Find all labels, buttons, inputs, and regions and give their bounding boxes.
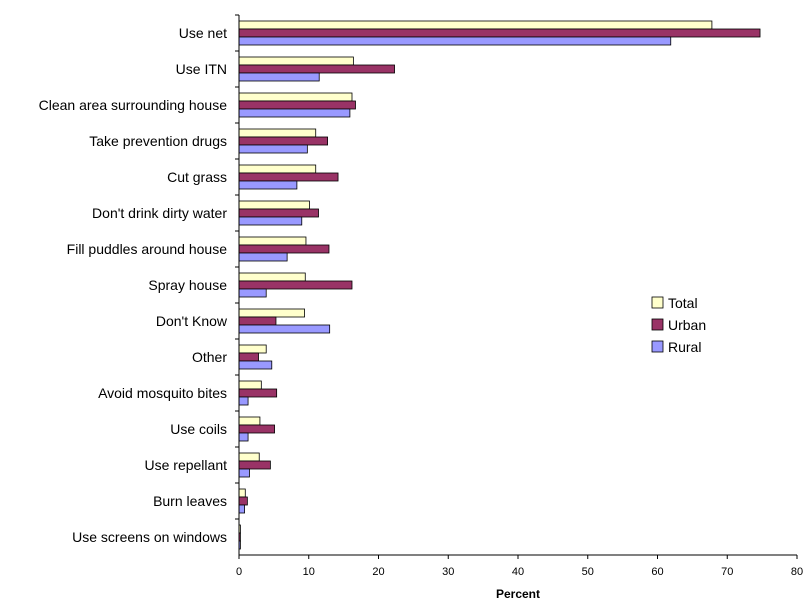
category-label: Other [192, 349, 227, 365]
category-label: Cut grass [167, 169, 227, 185]
bar-rural-use-coils [238, 432, 249, 442]
bar-urban-use-itn [238, 64, 395, 74]
x-tick-label: 50 [582, 566, 594, 578]
category-label: Don't Know [156, 313, 228, 329]
x-tick-label: 30 [442, 566, 454, 578]
bar-urban-use-repellant [238, 460, 271, 470]
bar-urban-fill-puddles-around-house [238, 244, 330, 254]
legend-swatch-total [651, 296, 664, 309]
bar-urban-take-prevention-drugs [238, 136, 328, 146]
category-label: Don't drink dirty water [92, 205, 227, 221]
bar-total-use-repellant [238, 452, 260, 462]
x-tick-label: 40 [512, 566, 524, 578]
x-axis-title: Percent [496, 587, 540, 601]
category-label: Fill puddles around house [67, 241, 228, 257]
bar-total-clean-area-surrounding-house [238, 92, 353, 102]
x-tick-label: 70 [721, 566, 733, 578]
bar-total-use-itn [238, 56, 354, 66]
category-labels: Use net Use ITN Clean area surrounding hou… [39, 25, 228, 545]
bar-urban-clean-area-surrounding-house [238, 100, 356, 110]
bar-urban-cut-grass [238, 172, 339, 182]
bar-total-cut-grass [238, 164, 317, 174]
category-label: Burn leaves [153, 493, 227, 509]
bar-total-burn-leaves [238, 488, 246, 498]
bar-urban-don-t-drink-dirty-water [238, 208, 319, 218]
bar-rural-take-prevention-drugs [238, 144, 308, 154]
category-label: Use ITN [176, 61, 227, 77]
bar-total-don-t-know [238, 308, 305, 318]
bar-rural-avoid-mosquito-bites [238, 396, 249, 406]
category-label: Use net [179, 25, 227, 41]
category-label: Spray house [148, 277, 227, 293]
bar-rural-use-repellant [238, 468, 250, 478]
bar-rural-fill-puddles-around-house [238, 252, 288, 262]
bar-total-fill-puddles-around-house [238, 236, 307, 246]
bar-rural-use-itn [238, 72, 320, 82]
bar-rural-cut-grass [238, 180, 298, 190]
bar-urban-don-t-know [238, 316, 277, 326]
x-tick-label: 0 [236, 566, 242, 578]
legend-label-total: Total [668, 295, 698, 311]
tick-group: 0 10 20 30 40 50 60 70 80 [236, 555, 803, 578]
bar-urban-burn-leaves [238, 496, 248, 506]
category-label: Take prevention drugs [89, 133, 227, 149]
legend-label-urban: Urban [668, 317, 706, 333]
legend-swatch-rural [651, 340, 664, 353]
bar-urban-spray-house [238, 280, 353, 290]
bar-urban-avoid-mosquito-bites [238, 388, 278, 398]
bar-total-don-t-drink-dirty-water [238, 200, 310, 210]
bar-total-use-net [238, 20, 713, 30]
category-label: Use coils [170, 421, 227, 437]
bar-urban-use-net [238, 28, 761, 38]
bar-total-spray-house [238, 272, 306, 282]
x-tick-label: 60 [651, 566, 663, 578]
legend: Total Urban Rural [651, 295, 706, 355]
bar-total-avoid-mosquito-bites [238, 380, 262, 390]
bar-rural-spray-house [238, 288, 267, 298]
bar-total-other [238, 344, 267, 354]
bar-rural-clean-area-surrounding-house [238, 108, 351, 118]
category-label: Use repellant [145, 457, 228, 473]
bar-rural-don-t-know [238, 324, 331, 334]
bar-total-use-coils [238, 416, 261, 426]
category-label: Clean area surrounding house [39, 97, 228, 113]
legend-label-rural: Rural [668, 339, 701, 355]
category-label: Avoid mosquito bites [98, 385, 227, 401]
bar-urban-use-coils [238, 424, 275, 434]
category-label: Use screens on windows [72, 529, 227, 545]
bar-rural-other [238, 360, 273, 370]
bar-total-take-prevention-drugs [238, 128, 317, 138]
bar-group [238, 20, 761, 550]
bar-rural-don-t-drink-dirty-water [238, 216, 303, 226]
x-tick-label: 10 [303, 566, 315, 578]
bar-rural-use-net [238, 36, 672, 46]
x-tick-label: 20 [372, 566, 384, 578]
x-tick-label: 80 [791, 566, 803, 578]
bar-urban-other [238, 352, 259, 362]
legend-swatch-urban [651, 318, 664, 331]
bar-rural-burn-leaves [238, 504, 245, 514]
